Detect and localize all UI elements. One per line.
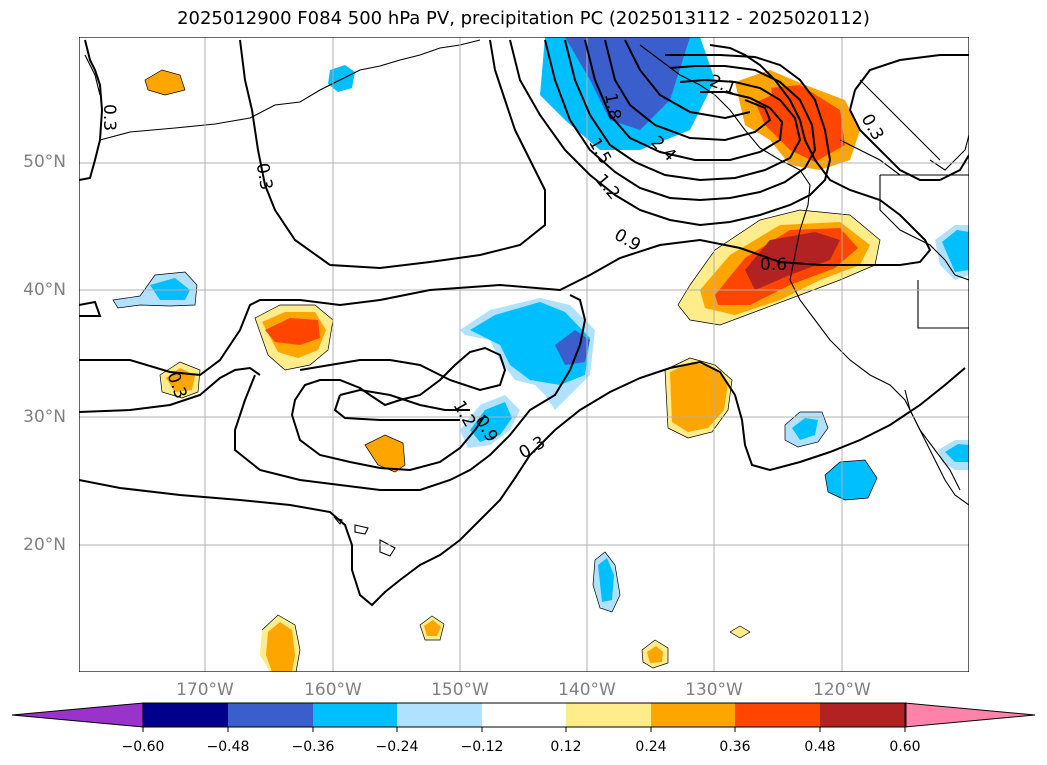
- colorbar-tick-label: −0.48: [206, 739, 250, 755]
- colorbar-extend-high: [904, 702, 1036, 728]
- contour-label: 0.3: [252, 162, 276, 192]
- lon-label: 130°W: [685, 680, 743, 700]
- colorbar: [11, 702, 1036, 732]
- lon-label: 160°W: [304, 680, 362, 700]
- pv-contours: [79, 39, 969, 607]
- contour-label: 1.8: [600, 91, 624, 121]
- colorbar-tick-label: −0.60: [121, 739, 165, 755]
- colorbar-tick-label: 0.36: [719, 739, 751, 755]
- colorbar-frame: [142, 702, 907, 728]
- lat-label: 20°N: [23, 535, 66, 555]
- contour-label: 0.3: [99, 104, 119, 131]
- lon-label: 150°W: [431, 680, 489, 700]
- precip-outlines: [112, 69, 881, 672]
- lon-label: 170°W: [176, 680, 234, 700]
- lon-label: 140°W: [558, 680, 616, 700]
- colorbar-bin: [228, 703, 314, 727]
- colorbar-bin: [143, 703, 229, 727]
- colorbar-tick-label: −0.36: [291, 739, 335, 755]
- colorbar-tick-label: 0.48: [804, 739, 836, 755]
- lat-label: 30°N: [23, 407, 66, 427]
- colorbar-bin: [820, 703, 906, 727]
- colorbar-bin: [566, 703, 652, 727]
- lat-label: 40°N: [23, 280, 66, 300]
- map-title: 2025012900 F084 500 hPa PV, precipitatio…: [177, 8, 870, 29]
- lat-label: 50°N: [23, 152, 66, 172]
- map-plot-area: 0.3 0.3 0.3 1.8 1.5 1.2 0.9 2.1 2.4 0.6 …: [79, 37, 969, 672]
- colorbar-bin: [651, 703, 737, 727]
- contour-label: 0.6: [760, 255, 787, 275]
- colorbar-tick-label: 0.60: [889, 739, 921, 755]
- colorbar-tick-label: −0.24: [375, 739, 419, 755]
- colorbar-tick-label: 0.12: [550, 739, 582, 755]
- lon-label: 120°W: [813, 680, 871, 700]
- colorbar-tick-label: −0.12: [460, 739, 504, 755]
- colorbar-bin: [735, 703, 821, 727]
- colorbar-tick-label: 0.24: [635, 739, 667, 755]
- colorbar-extend-low: [11, 702, 144, 728]
- colorbar-bin: [482, 703, 568, 727]
- colorbar-bin: [397, 703, 483, 727]
- colorbar-bin: [313, 703, 399, 727]
- precip-shading: [113, 37, 969, 672]
